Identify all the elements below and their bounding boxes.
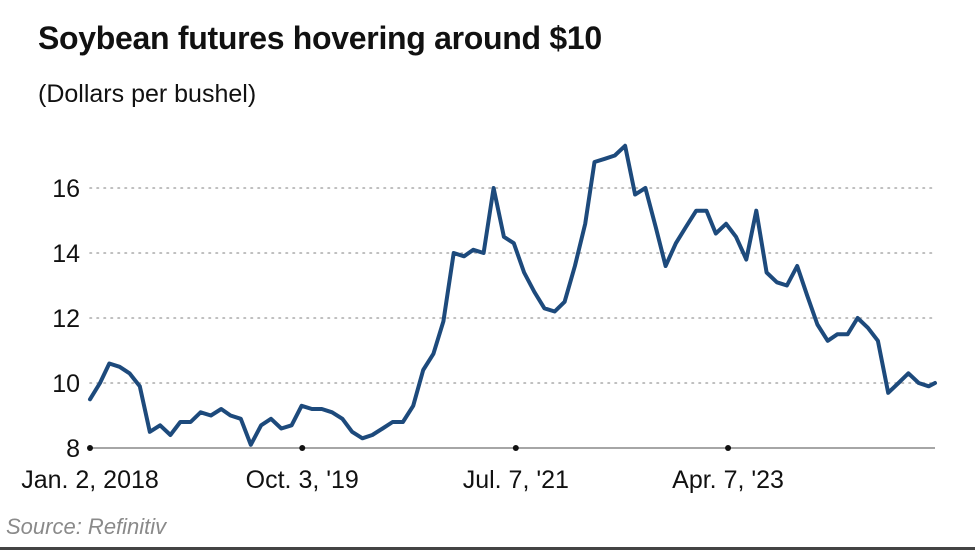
chart-title: Soybean futures hovering around $10 (38, 20, 602, 56)
chart-subtitle: (Dollars per bushel) (38, 80, 257, 108)
x-tick-dot (87, 445, 93, 451)
y-tick-label: 8 (66, 435, 80, 463)
y-tick-label: 12 (52, 305, 80, 333)
y-tick-label: 14 (52, 240, 80, 268)
x-tick-label: Oct. 3, '19 (246, 466, 359, 494)
x-tick-dot (299, 445, 306, 451)
soybean-price-line (88, 143, 937, 447)
bottom-border (0, 547, 975, 550)
x-tick-label: Jan. 2, 2018 (21, 466, 159, 494)
y-tick-label: 16 (52, 175, 80, 203)
x-tick-label: Jul. 7, '21 (463, 466, 569, 494)
x-tick-label: Apr. 7, '23 (672, 466, 784, 494)
source-note: Source: Refinitiv (6, 514, 167, 539)
y-tick-label: 10 (52, 370, 80, 398)
x-tick-dot (725, 445, 732, 451)
x-tick-dot (512, 445, 519, 451)
